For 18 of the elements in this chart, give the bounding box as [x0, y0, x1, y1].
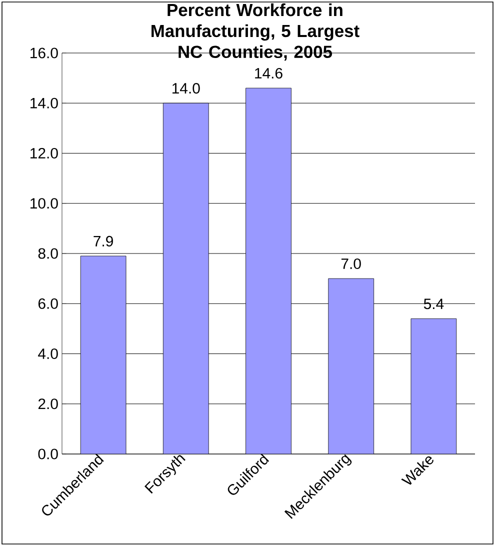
y-tick-label: 12.0: [30, 148, 58, 159]
y-tick-label: 16.0: [30, 48, 58, 58]
bar: [80, 256, 126, 454]
data-label: 14.6: [255, 68, 282, 79]
y-tick-label: 10.0: [30, 198, 58, 209]
chart-title: Percent Workforce in Manufacturing, 5 Largest NC Counties, 2005: [152, 3, 360, 61]
bar: [410, 318, 457, 454]
bar: [328, 278, 374, 454]
data-label: 7.9: [94, 236, 113, 246]
data-label: 14.0: [172, 83, 200, 94]
y-tick-label: 8.0: [38, 248, 58, 259]
bar: [246, 88, 292, 454]
y-tick-label: 2.0: [38, 398, 58, 410]
y-tick-label: 6.0: [38, 298, 58, 309]
bar: [162, 102, 209, 454]
data-label: 7.0: [341, 258, 361, 270]
y-tick-label: 14.0: [30, 98, 58, 108]
y-tick-label: 4.0: [38, 348, 58, 360]
